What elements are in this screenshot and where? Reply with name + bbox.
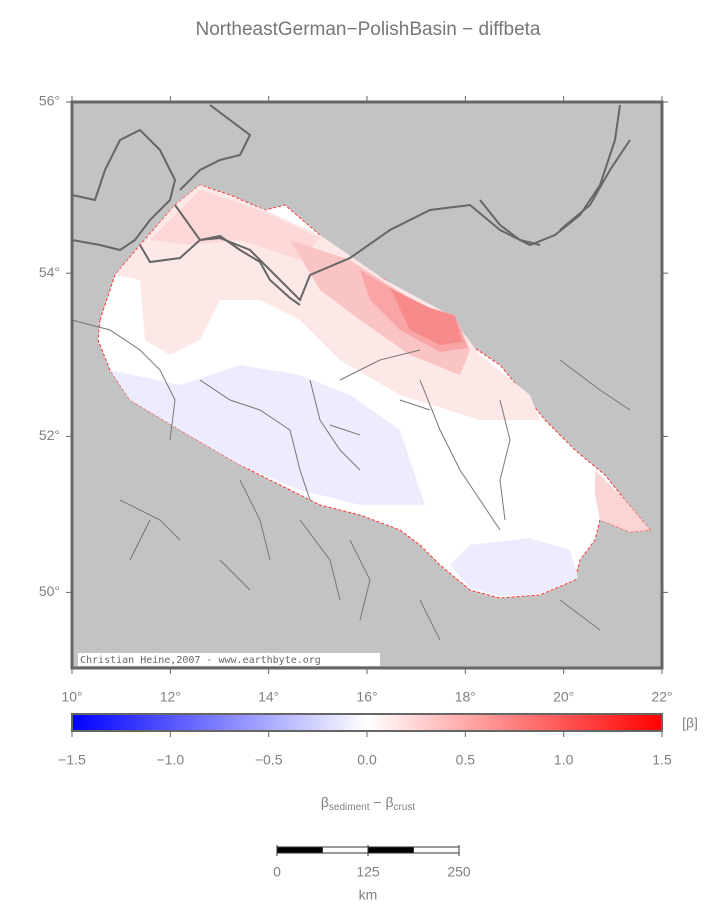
colorbar-tick-label: 1.5 (652, 752, 672, 768)
credit-box (78, 653, 380, 666)
basin-pink (595, 470, 650, 532)
basin-blue (450, 538, 578, 596)
label-part: − (369, 794, 385, 810)
basin-red (390, 288, 462, 345)
scale-tick-label: 0 (273, 864, 281, 880)
colorbar-tick-label: −0.5 (255, 752, 283, 768)
title: NortheastGerman−PolishBasin − diffbeta (195, 19, 540, 40)
coastline (179, 104, 252, 191)
x-tick-label: 18° (455, 689, 476, 705)
label-part: sediment (329, 802, 370, 813)
x-tick-label: 14° (258, 689, 279, 705)
y-tick-label: 56° (39, 93, 60, 109)
x-tick-label: 12° (160, 689, 181, 705)
x-tick-label: 10° (61, 689, 82, 705)
colorbar (71, 713, 663, 732)
map: Christian Heine,2007 - www.earthbyte.org (70, 100, 664, 670)
scale-segment (276, 846, 323, 854)
colorbar-tick-label: −1.5 (58, 752, 86, 768)
colorbar-tick-label: 0.0 (357, 752, 377, 768)
basin-blue (110, 365, 425, 505)
x-tick-label: 20° (553, 689, 574, 705)
coastline (479, 139, 631, 246)
credit: Christian Heine,2007 - www.earthbyte.org (80, 655, 321, 666)
river (71, 319, 631, 641)
label-part: β (321, 794, 329, 810)
colorbar-tick-label: −1.0 (157, 752, 185, 768)
scale-segment (413, 846, 460, 854)
scale-tick-label: 250 (447, 864, 471, 880)
coastline (71, 128, 177, 252)
scale-tick-label: 125 (356, 864, 380, 880)
label-part: β (385, 794, 393, 810)
coastline (139, 234, 301, 306)
label-part: crust (394, 802, 416, 813)
colorbar-unit: [β] (682, 715, 698, 731)
scale-unit: km (359, 887, 378, 903)
y-tick-label: 54° (39, 264, 60, 280)
colorbar-tick-label: 0.5 (456, 752, 476, 768)
y-tick-label: 52° (39, 427, 60, 443)
y-tick-label: 50° (39, 583, 60, 599)
scale-segment (322, 846, 369, 854)
colorbar-tick-label: 1.0 (554, 752, 574, 768)
x-tick-label: 16° (356, 689, 377, 705)
scale-segment (367, 846, 414, 854)
x-tick-label: 22° (651, 689, 672, 705)
colorbar-label: βsediment − βcrust (321, 794, 416, 813)
basin-pink (150, 190, 320, 260)
